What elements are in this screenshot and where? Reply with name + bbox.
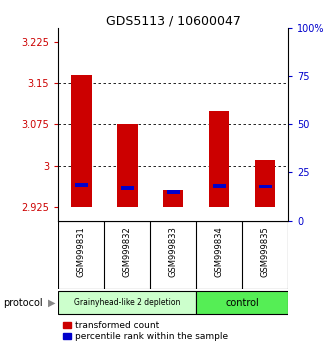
Text: control: control bbox=[225, 298, 259, 308]
Text: GSM999834: GSM999834 bbox=[214, 226, 224, 277]
Bar bbox=[117, 124, 138, 207]
Bar bbox=[209, 111, 229, 207]
Text: Grainyhead-like 2 depletion: Grainyhead-like 2 depletion bbox=[74, 298, 180, 307]
Bar bbox=[163, 190, 183, 207]
Bar bbox=[121, 185, 134, 189]
Text: GSM999831: GSM999831 bbox=[77, 226, 86, 277]
Text: protocol: protocol bbox=[3, 298, 43, 308]
Text: GSM999833: GSM999833 bbox=[168, 226, 178, 277]
Bar bbox=[196, 291, 288, 314]
Bar bbox=[255, 160, 275, 207]
Title: GDS5113 / 10600047: GDS5113 / 10600047 bbox=[106, 14, 241, 27]
Bar bbox=[71, 75, 92, 207]
Text: ▶: ▶ bbox=[48, 298, 56, 308]
Bar bbox=[75, 183, 88, 187]
Bar bbox=[58, 291, 196, 314]
Bar bbox=[213, 184, 225, 188]
Legend: transformed count, percentile rank within the sample: transformed count, percentile rank withi… bbox=[63, 321, 228, 341]
Bar bbox=[259, 184, 271, 188]
Text: GSM999832: GSM999832 bbox=[123, 226, 132, 277]
Bar bbox=[167, 190, 179, 194]
Text: GSM999835: GSM999835 bbox=[260, 226, 270, 277]
